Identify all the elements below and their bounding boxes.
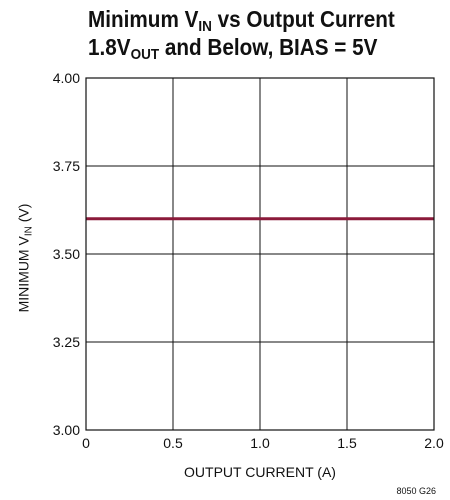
y-tick-label: 4.00: [53, 70, 80, 86]
x-tick-label: 1.0: [250, 435, 270, 451]
y-tick-labels: 3.00 3.25 3.50 3.75 4.00: [53, 70, 80, 438]
y-tick-label: 3.50: [53, 246, 80, 262]
x-tick-label: 2.0: [424, 435, 444, 451]
plot-frame: [85, 77, 435, 431]
figure-code: 8050 G26: [396, 486, 436, 496]
y-tick-label: 3.00: [53, 422, 80, 438]
grid-lines: [85, 77, 435, 431]
x-tick-labels: 0 0.5 1.0 1.5 2.0: [82, 435, 444, 451]
chart-title-line-2: 1.8VOUT and Below, BIAS = 5V: [88, 34, 378, 63]
y-tick-label: 3.75: [53, 158, 80, 174]
x-axis-title: OUTPUT CURRENT (A): [184, 464, 336, 480]
chart-title-line-1: Minimum VIN vs Output Current: [88, 6, 395, 35]
y-tick-label: 3.25: [53, 334, 80, 350]
y-axis-title: MINIMUM VIN (V): [15, 203, 35, 313]
x-tick-label: 1.5: [337, 435, 357, 451]
x-tick-label: 0.5: [163, 435, 183, 451]
x-tick-label: 0: [82, 435, 90, 451]
